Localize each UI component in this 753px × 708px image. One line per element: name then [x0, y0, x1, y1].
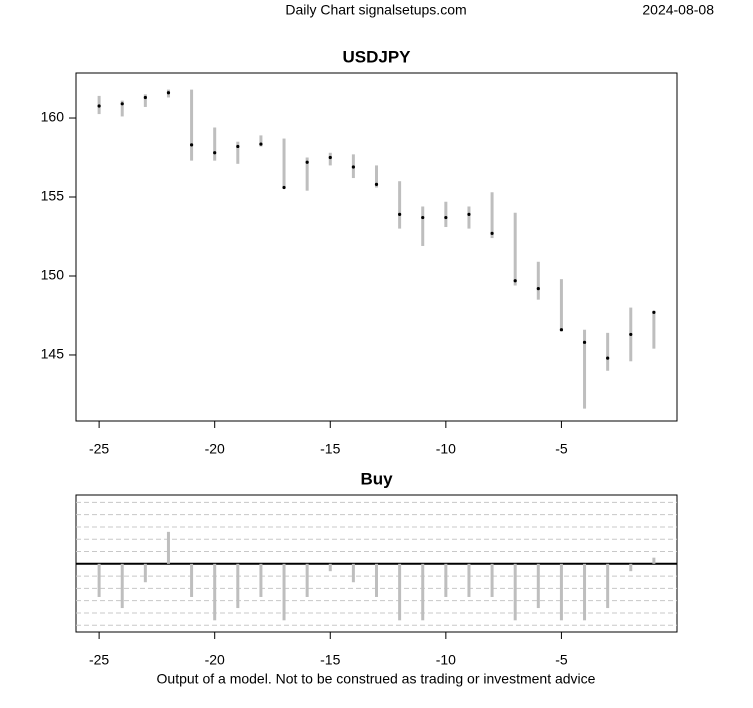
close-marker [351, 165, 355, 169]
x-tick-label: -5 [555, 441, 568, 457]
x-tick-label: -15 [320, 441, 340, 457]
close-marker [559, 328, 564, 332]
close-marker [166, 91, 171, 95]
close-marker [143, 95, 147, 100]
chart-title: USDJPY [342, 47, 411, 66]
close-marker [629, 332, 633, 337]
close-marker [421, 215, 425, 220]
close-marker [213, 151, 217, 155]
close-marker [606, 356, 610, 360]
x-tick-label: -20 [205, 441, 225, 457]
close-marker [398, 212, 402, 216]
close-marker [444, 215, 448, 220]
close-marker [582, 340, 587, 344]
header-title: Daily Chart signalsetups.com [285, 2, 466, 18]
y-tick-label: 150 [41, 267, 65, 283]
chart-title: Buy [360, 469, 393, 488]
footer-note: Output of a model. Not to be construed a… [157, 671, 596, 687]
close-marker [490, 231, 494, 235]
x-tick-label: -5 [555, 652, 568, 668]
close-marker [328, 155, 332, 160]
close-marker [374, 182, 379, 186]
close-marker [652, 310, 656, 314]
y-tick-label: 145 [41, 346, 65, 362]
close-marker [97, 104, 101, 108]
close-marker [120, 102, 124, 106]
close-marker [282, 185, 286, 190]
close-marker [467, 212, 471, 216]
y-tick-label: 155 [41, 188, 65, 204]
close-marker [305, 160, 309, 164]
header-date: 2024-08-08 [642, 2, 714, 18]
close-marker [189, 143, 194, 147]
x-tick-label: -10 [436, 652, 456, 668]
close-marker [513, 279, 517, 283]
x-tick-label: -25 [89, 652, 109, 668]
x-tick-label: -25 [89, 441, 109, 457]
close-marker [259, 142, 263, 146]
y-tick-label: 160 [41, 109, 65, 125]
close-marker [236, 144, 240, 149]
x-tick-label: -15 [320, 652, 340, 668]
plot-area [75, 72, 678, 422]
close-marker [536, 287, 540, 291]
x-tick-label: -20 [205, 652, 225, 668]
x-tick-label: -10 [436, 441, 456, 457]
